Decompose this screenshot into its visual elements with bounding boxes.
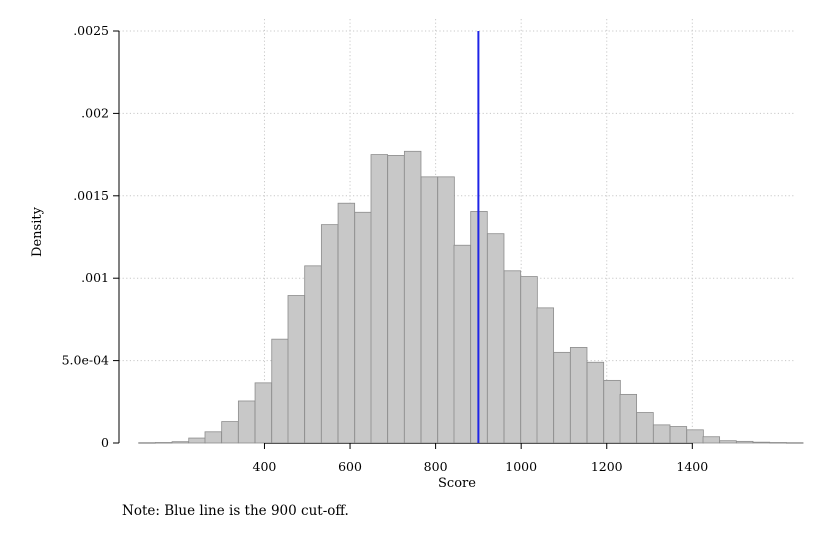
histogram-bar [171,441,190,444]
histogram-bar [453,244,472,444]
histogram-bar [702,436,721,444]
histogram-bar [370,154,389,444]
histogram-bar [503,270,522,444]
histogram-bar [603,379,621,444]
histogram-bar [619,393,638,444]
y-tick-label: 0 [101,435,109,450]
histogram-bar [769,442,787,444]
histogram-bar [669,426,688,444]
chart-note: Note: Blue line is the 900 cut-off. [122,503,349,519]
histogram-bar [520,276,538,444]
histogram-bar [204,431,222,444]
tick-labels: 0 5.0e-04 .001 .0015 .002 .0025 400 600 800 1000 1… [62,23,709,474]
histogram-bar [154,442,173,444]
histogram-bar [138,442,156,444]
y-axis-title: Density [30,206,45,257]
histogram-bar [304,265,322,444]
histogram-bar [586,361,605,444]
histogram-bar [486,233,505,444]
histogram-bar [686,429,704,444]
axes [113,30,693,449]
histogram-bar [536,307,555,444]
histogram-bar [652,424,671,444]
histogram-bar [786,442,804,444]
x-tick-label: 1400 [676,459,708,474]
histogram-bar [636,412,654,444]
histogram-bar [735,440,754,444]
histogram-bar [437,176,455,444]
histogram-bar [320,224,339,444]
y-tick-label: 5.0e-04 [62,353,109,368]
histogram-bar [752,441,771,444]
histogram-bar [387,155,405,444]
histogram-bar [237,400,256,444]
y-tick-label: .0025 [73,23,109,38]
histogram-bars [138,150,804,444]
x-tick-label: 400 [253,459,277,474]
histogram-bar [354,211,372,444]
x-axis-title: Score [438,476,476,491]
y-tick-label: .0015 [73,188,109,203]
y-tick-label: .001 [81,270,109,285]
histogram-bar [403,150,422,444]
histogram-bar [271,338,289,444]
y-tick-label: .002 [81,105,109,120]
histogram-bar [553,351,571,444]
histogram-bar [569,347,588,444]
histogram-bar [719,440,737,444]
histogram-bar [221,421,239,444]
histogram-bar [337,202,356,444]
x-tick-label: 800 [424,459,448,474]
histogram-bar [254,382,273,444]
histogram-bar [420,176,439,444]
x-tick-label: 600 [338,459,362,474]
x-tick-label: 1000 [505,459,537,474]
x-tick-label: 1200 [591,459,623,474]
histogram-bar [188,437,206,444]
histogram-bar [287,295,306,444]
